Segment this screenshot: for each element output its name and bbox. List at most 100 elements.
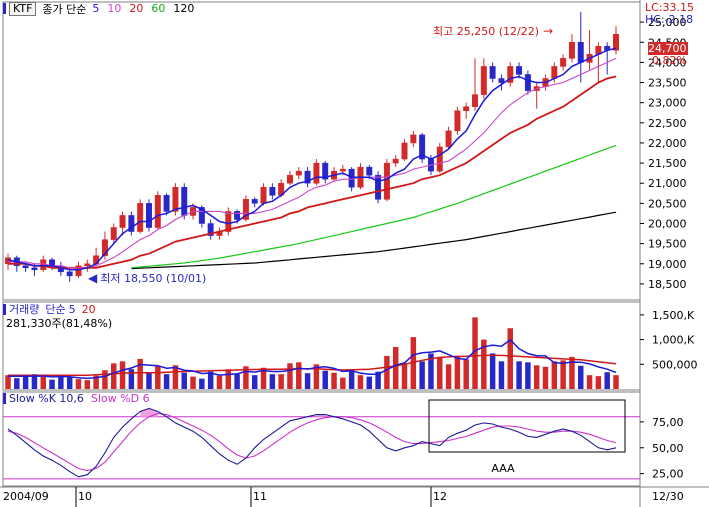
candle-body[interactable] [286, 174, 293, 184]
volume-bar[interactable] [392, 347, 399, 389]
candle-body[interactable] [181, 187, 188, 216]
volume-bar[interactable] [181, 372, 187, 389]
volume-bar[interactable] [401, 362, 408, 389]
volume-bar[interactable] [199, 378, 205, 389]
volume-bar[interactable] [216, 375, 223, 389]
volume-bar[interactable] [419, 361, 425, 389]
volume-ma20-legend[interactable]: 20 [81, 303, 96, 316]
volume-bar[interactable] [542, 366, 549, 389]
volume-bar[interactable] [225, 369, 232, 389]
candle-body[interactable] [295, 170, 302, 176]
volume-bar[interactable] [58, 376, 64, 389]
volume-bar[interactable] [595, 376, 602, 389]
volume-bar[interactable] [93, 375, 99, 389]
volume-bar[interactable] [340, 377, 346, 389]
candle-body[interactable] [207, 223, 214, 236]
volume-bar[interactable] [569, 356, 575, 389]
candle-body[interactable] [524, 74, 531, 91]
volume-bar[interactable] [234, 374, 240, 389]
candle-body[interactable] [551, 66, 558, 79]
volume-ma5-legend[interactable]: 5 [68, 303, 76, 316]
candle-body[interactable] [613, 33, 619, 51]
volume-bar[interactable] [296, 362, 302, 389]
candle-body[interactable] [436, 146, 443, 172]
volume-bar[interactable] [472, 317, 478, 389]
volume-bar[interactable] [551, 361, 558, 389]
volume-bar[interactable] [119, 361, 126, 389]
volume-bar[interactable] [481, 339, 487, 389]
candle-body[interactable] [101, 239, 108, 256]
volume-bar[interactable] [366, 376, 373, 389]
candle-body[interactable] [463, 106, 470, 111]
candle-body[interactable] [146, 203, 152, 228]
candle-body[interactable] [304, 170, 311, 184]
candle-body[interactable] [269, 187, 276, 196]
candle-body[interactable] [445, 130, 452, 148]
selection-box[interactable] [428, 399, 626, 453]
candle-body[interactable] [22, 265, 29, 269]
candle-body[interactable] [489, 66, 496, 79]
volume-bar[interactable] [172, 365, 179, 389]
candle-body[interactable] [577, 42, 584, 63]
volume-bar[interactable] [357, 375, 364, 389]
candle-body[interactable] [313, 162, 320, 184]
candle-body[interactable] [154, 195, 161, 228]
volume-bar[interactable] [348, 369, 355, 389]
volume-bar[interactable] [428, 353, 434, 389]
candle-body[interactable] [419, 134, 426, 160]
candle-body[interactable] [198, 207, 205, 224]
volume-bar[interactable] [437, 356, 443, 389]
candle-body[interactable] [128, 215, 135, 232]
candle-body[interactable] [84, 263, 91, 267]
volume-bar[interactable] [269, 374, 276, 389]
volume-bar[interactable] [49, 379, 55, 389]
volume-bar[interactable] [146, 372, 152, 389]
volume-bar[interactable] [304, 373, 311, 389]
volume-bar[interactable] [278, 374, 284, 389]
volume-bar[interactable] [155, 366, 161, 389]
volume-bar[interactable] [384, 355, 390, 389]
candle-body[interactable] [119, 215, 126, 228]
volume-bar[interactable] [489, 353, 496, 389]
volume-bar[interactable] [525, 362, 531, 389]
candle-body[interactable] [260, 187, 267, 204]
ma10-legend[interactable]: 10 [107, 2, 122, 15]
volume-bar[interactable] [75, 379, 82, 389]
ma120-legend[interactable]: 120 [173, 2, 195, 15]
ma60-legend[interactable]: 60 [151, 2, 166, 15]
volume-bar[interactable] [331, 372, 337, 389]
volume-bar[interactable] [22, 376, 29, 389]
candle-body[interactable] [472, 94, 478, 107]
volume-bar[interactable] [454, 355, 461, 389]
volume-bar[interactable] [190, 376, 196, 389]
volume-bar[interactable] [498, 361, 505, 389]
candle-body[interactable] [375, 174, 382, 200]
volume-bar[interactable] [31, 374, 38, 389]
volume-bar[interactable] [463, 359, 469, 389]
volume-bar[interactable] [578, 365, 584, 389]
stoch-d-legend[interactable]: Slow %D 6 [90, 392, 150, 405]
volume-bar[interactable] [128, 369, 135, 389]
volume-bar[interactable] [5, 375, 11, 389]
volume-bar[interactable] [533, 365, 540, 389]
candle-body[interactable] [163, 195, 170, 212]
volume-bar[interactable] [586, 375, 593, 389]
volume-bar[interactable] [287, 363, 293, 389]
volume-title[interactable]: 거래량 [9, 303, 40, 316]
volume-bar[interactable] [163, 374, 170, 389]
candle-body[interactable] [366, 166, 373, 176]
ma20-legend[interactable]: 20 [129, 2, 144, 15]
volume-bar[interactable] [102, 370, 108, 389]
candle-body[interactable] [516, 66, 523, 75]
candle-body[interactable] [31, 267, 38, 271]
volume-bar[interactable] [445, 364, 452, 389]
symbol-selector[interactable]: KTF [9, 1, 37, 16]
candle-body[interactable] [568, 42, 575, 59]
candle-body[interactable] [383, 162, 390, 200]
candle-body[interactable] [480, 66, 487, 95]
volume-bar[interactable] [251, 375, 258, 389]
volume-bar[interactable] [560, 360, 566, 389]
volume-bar[interactable] [111, 363, 117, 389]
volume-bar[interactable] [260, 367, 267, 389]
